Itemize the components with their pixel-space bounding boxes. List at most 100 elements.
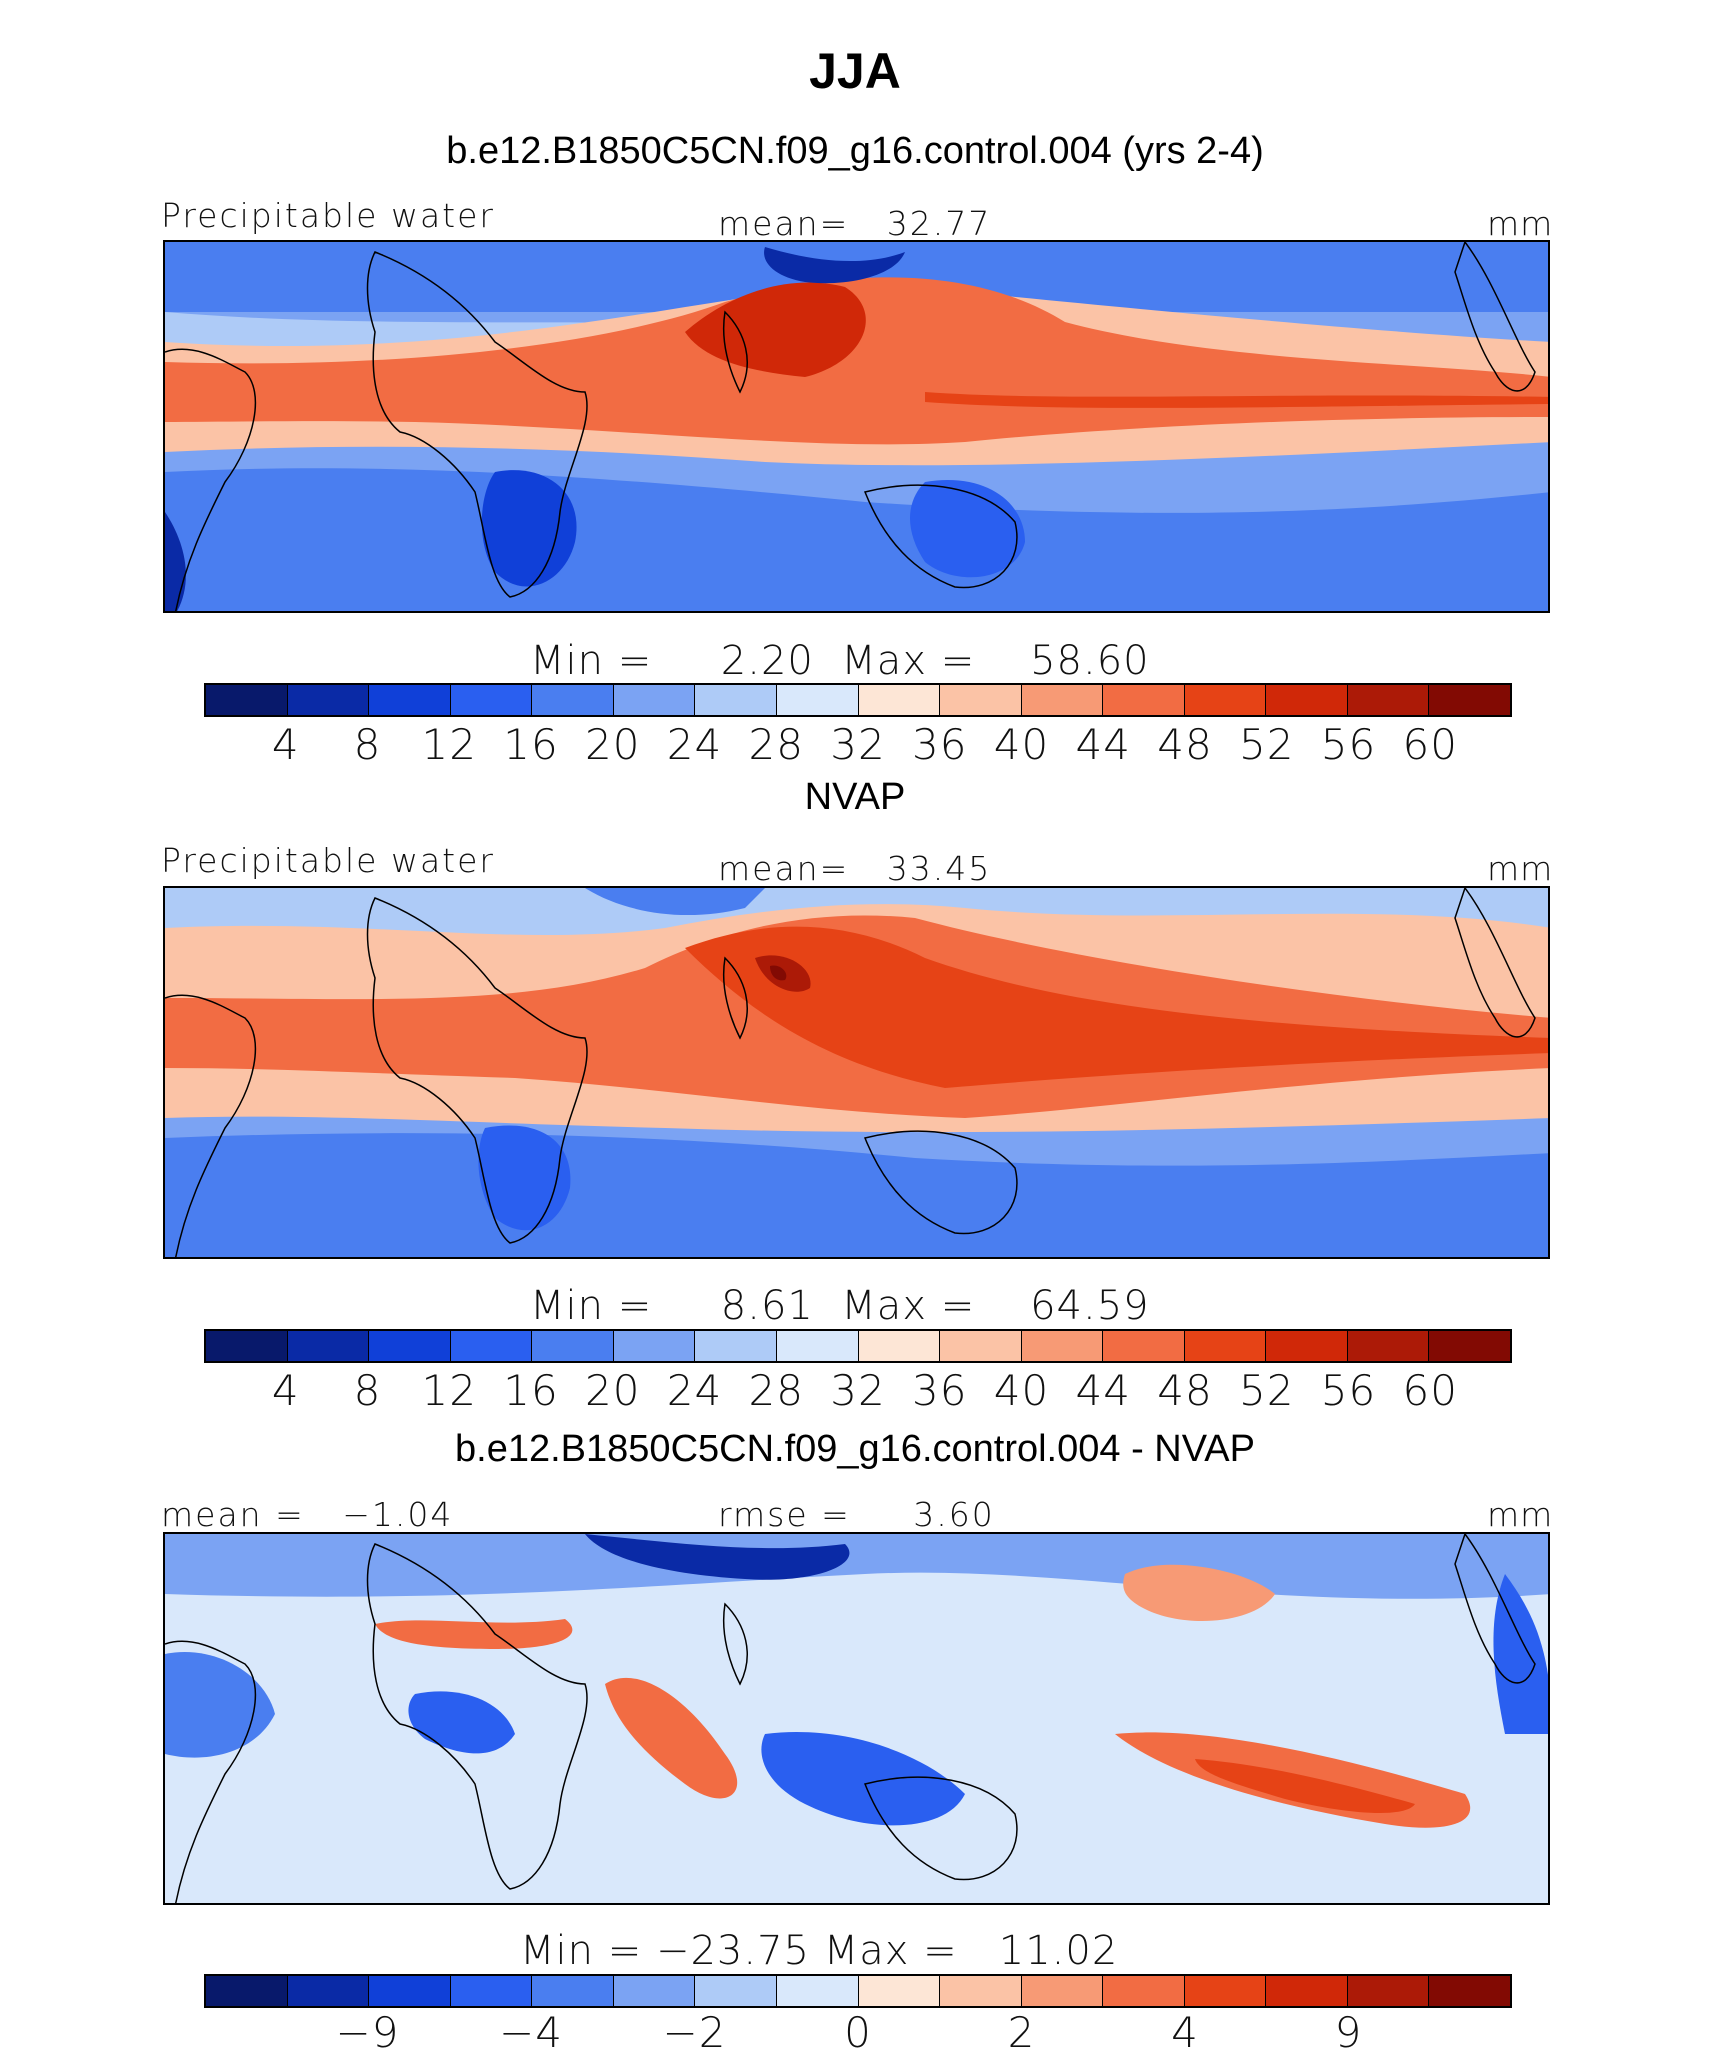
p3-india-outline [722, 1602, 748, 1686]
p2-central-america-outline [1454, 888, 1536, 1038]
colorbar-3-box-4 [450, 1976, 533, 2006]
colorbar-2-tick-label: 12 [421, 1366, 477, 1415]
colorbar-1-tick-label: 16 [503, 720, 559, 769]
colorbar-2-tick-label: 60 [1402, 1366, 1458, 1415]
colorbar-1-tick-label: 44 [1075, 720, 1131, 769]
p2-india-outline [722, 956, 748, 1040]
colorbar-1-box-2 [287, 685, 370, 715]
p2-australia-outline [863, 1130, 1018, 1235]
p3-australia-outline [863, 1776, 1018, 1881]
panel-2-max-label: Max = [841, 1283, 976, 1329]
panel-2-variable-label: Precipitable water [161, 841, 495, 880]
colorbar-3-box-14 [1266, 1976, 1348, 2006]
colorbar-2-box-15 [1347, 1331, 1430, 1361]
colorbar-1-box-15 [1347, 685, 1430, 715]
colorbar-2-box-9 [858, 1331, 941, 1361]
colorbar-1-box-7 [695, 685, 777, 715]
colorbar-2-ticks: 4 8 12 16 20 24 28 32 36 40 44 48 52 56 60 [0, 1366, 1710, 1415]
colorbar-3-tick-label: −2 [662, 2008, 727, 2057]
p2-africa-outline [366, 897, 588, 1244]
colorbar-1-box-6 [613, 685, 696, 715]
p3-east-pacific-negative [1493, 1574, 1548, 1734]
colorbar-2-box-1 [206, 1331, 288, 1361]
colorbar-3-box-2 [287, 1976, 370, 2006]
colorbar-1-tick-label: 40 [993, 720, 1050, 769]
p3-central-america-outline [1454, 1534, 1536, 1684]
colorbar-3-box-11 [1021, 1976, 1104, 2006]
colorbar-1-tick-label: 32 [830, 720, 886, 769]
colorbar-3-tick-label: −9 [335, 2008, 400, 2057]
panel-3-max-label: Max = [823, 1928, 958, 1974]
p3-tibet-strong-negative [585, 1534, 850, 1580]
colorbar-2 [204, 1329, 1512, 1363]
colorbar-1-box-5 [532, 685, 614, 715]
panel-2-min-label: Min = [530, 1283, 653, 1329]
panel-1-min-label: Min = [530, 638, 653, 684]
panel-2-minmax: Min = 8.61 Max = 64.59 [530, 1283, 1150, 1329]
colorbar-3-box-1 [206, 1976, 288, 2006]
panel-3-rmse: rmse = 3.60 [718, 1495, 995, 1534]
panel-2-min-value: 8.61 [720, 1283, 814, 1329]
colorbar-3-box-13 [1184, 1976, 1267, 2006]
p3-amazon-negative [165, 1652, 275, 1758]
panel-2-units: mm [1487, 849, 1554, 888]
p1-south-america-outline [165, 348, 257, 611]
colorbar-1-tick-label: 36 [912, 720, 968, 769]
panel-3-map-svg [165, 1534, 1548, 1903]
colorbar-1-tick-label: 56 [1320, 720, 1377, 769]
colorbar-1-tick-label: 48 [1157, 720, 1213, 769]
colorbar-3-tick-label: 0 [844, 2008, 872, 2057]
colorbar-1-box-12 [1103, 685, 1185, 715]
panel-3-map [163, 1532, 1550, 1905]
colorbar-3-tick-label: 4 [1171, 2008, 1199, 2057]
colorbar-3-tick-label: −4 [499, 2008, 563, 2057]
colorbar-2-tick-label: 4 [271, 1366, 300, 1415]
colorbar-1-box-11 [1021, 685, 1104, 715]
panel-3-title: b.e12.B1850C5CN.f09_g16.control.004 - NV… [455, 1428, 1255, 1470]
colorbar-2-tick-label: 56 [1320, 1366, 1377, 1415]
panel-1-mean-value: 32.77 [886, 204, 992, 243]
colorbar-3-box-7 [695, 1976, 777, 2006]
colorbar-1-ticks: 4 8 12 16 20 24 28 32 36 40 44 48 52 56 60 [0, 720, 1710, 769]
colorbar-2-box-4 [450, 1331, 533, 1361]
p1-africa-outline [366, 251, 588, 598]
colorbar-2-tick-label: 24 [666, 1366, 723, 1415]
colorbar-1-box-3 [369, 685, 451, 715]
colorbar-1-tick-label: 24 [666, 720, 723, 769]
colorbar-2-box-12 [1103, 1331, 1185, 1361]
colorbar-2-box-6 [613, 1331, 696, 1361]
p1-southern-africa-dry [481, 470, 577, 587]
colorbar-2-box-13 [1184, 1331, 1267, 1361]
colorbar-1-tick-label: 8 [353, 720, 382, 769]
colorbar-1-tick-label: 28 [748, 720, 804, 769]
p3-pacific-north-positive [1123, 1564, 1275, 1621]
colorbar-3-box-16 [1429, 1976, 1510, 2006]
colorbar-1 [204, 683, 1512, 717]
panel-1-variable-label: Precipitable water [161, 196, 495, 235]
panel-2-map [163, 886, 1550, 1259]
panel-3-max-value: 11.02 [998, 1928, 1119, 1974]
colorbar-1-box-13 [1184, 685, 1267, 715]
colorbar-1-box-10 [940, 685, 1022, 715]
panel-3-min-value: −23.75 [655, 1928, 810, 1974]
panel-1-mean: mean= 32.77 [718, 204, 991, 243]
colorbar-3-ticks: −9 −4 −2 0 2 4 9 [0, 2008, 1710, 2057]
colorbar-2-tick-label: 44 [1075, 1366, 1131, 1415]
colorbar-2-tick-label: 40 [993, 1366, 1050, 1415]
colorbar-2-box-2 [287, 1331, 370, 1361]
p3-sahel-positive [375, 1619, 573, 1649]
colorbar-2-tick-label: 52 [1239, 1366, 1295, 1415]
panel-1-min-value: 2.20 [720, 638, 814, 684]
panel-1-map-svg [165, 242, 1548, 611]
p3-africa-outline [366, 1543, 588, 1890]
colorbar-1-box-8 [776, 685, 859, 715]
panel-2-title: NVAP [804, 776, 906, 818]
colorbar-1-box-16 [1429, 685, 1510, 715]
colorbar-3-box-6 [613, 1976, 696, 2006]
colorbar-2-box-8 [776, 1331, 859, 1361]
colorbar-3-tick-label: 2 [1007, 2008, 1036, 2057]
colorbar-2-box-11 [1021, 1331, 1104, 1361]
panel-1-max-label: Max = [841, 638, 976, 684]
p2-peak-core [770, 965, 787, 981]
colorbar-2-tick-label: 32 [830, 1366, 886, 1415]
